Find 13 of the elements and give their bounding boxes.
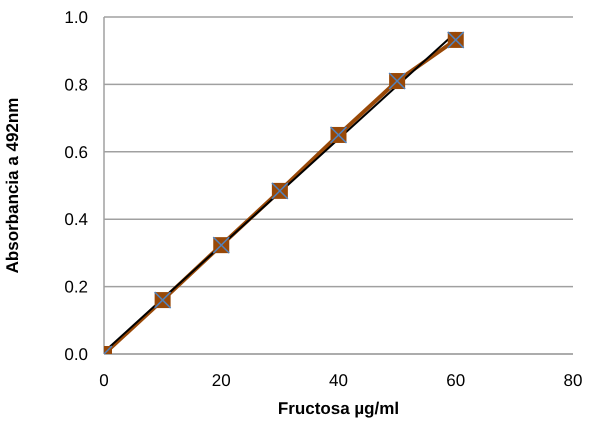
x-tick-label: 60 bbox=[446, 371, 466, 390]
y-tick-label: 0.0 bbox=[64, 345, 88, 364]
y-axis-title: Absorbancia a 492nm bbox=[3, 98, 22, 274]
y-tick-label: 0.4 bbox=[64, 210, 88, 230]
x-tick-label: 20 bbox=[212, 371, 231, 390]
y-tick-label: 1.0 bbox=[64, 8, 88, 28]
y-tick-label: 0.6 bbox=[64, 142, 88, 162]
x-axis-title: Fructosa µg/ml bbox=[278, 399, 400, 418]
x-tick-label: 40 bbox=[329, 371, 348, 390]
y-tick-label: 0.8 bbox=[64, 75, 88, 94]
x-tick-label: 0 bbox=[99, 371, 109, 390]
x-tick-label: 80 bbox=[564, 371, 582, 390]
y-tick-label: 0.2 bbox=[64, 278, 88, 297]
